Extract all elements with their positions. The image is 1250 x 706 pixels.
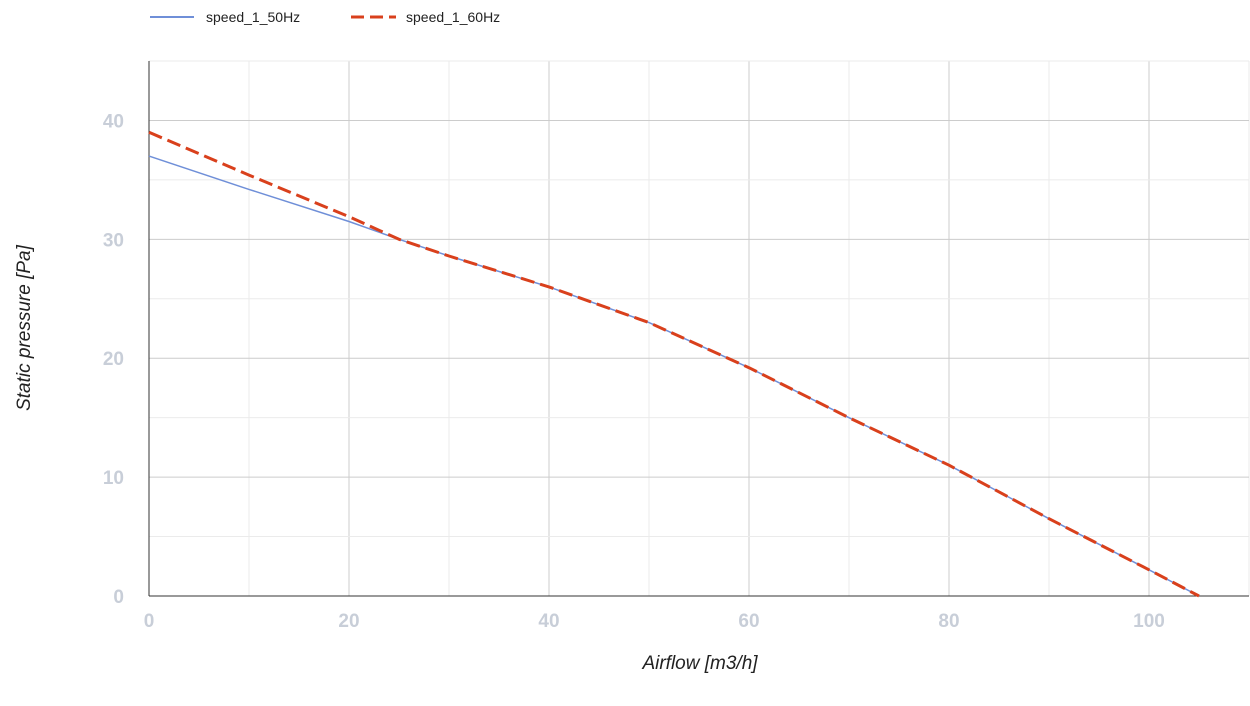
grid: [149, 61, 1249, 596]
y-tick-label: 10: [103, 468, 124, 489]
y-axis-title: Static pressure [Pa]: [14, 244, 35, 411]
y-tick-label: 20: [103, 349, 124, 370]
x-tick-label: 20: [338, 611, 359, 632]
legend[interactable]: speed_1_50Hz speed_1_60Hz: [150, 9, 500, 25]
series-layer: [149, 132, 1199, 596]
x-tick-label: 80: [938, 611, 959, 632]
x-tick-label: 100: [1133, 611, 1165, 632]
series-line-speed-1-50hz[interactable]: [149, 156, 1199, 596]
legend-item-speed-1-60hz[interactable]: speed_1_60Hz: [351, 9, 500, 25]
y-tick-label: 30: [103, 230, 124, 251]
legend-label-speed-1-50hz: speed_1_50Hz: [206, 9, 300, 25]
x-tick-label: 60: [738, 611, 759, 632]
x-tick-label: 40: [538, 611, 559, 632]
axes: [149, 61, 1249, 596]
series-line-speed-1-60hz[interactable]: [149, 132, 1199, 596]
x-tick-label: 0: [144, 611, 155, 632]
y-tick-label: 40: [103, 111, 124, 132]
y-tick-label: 0: [113, 587, 124, 608]
legend-label-speed-1-60hz: speed_1_60Hz: [406, 9, 500, 25]
x-tick-labels: 0 20 40 60 80 100: [144, 611, 1165, 632]
y-tick-labels: 0 10 20 30 40: [103, 111, 124, 608]
legend-item-speed-1-50hz[interactable]: speed_1_50Hz: [150, 9, 300, 25]
x-axis-title: Airflow [m3/h]: [641, 653, 758, 674]
